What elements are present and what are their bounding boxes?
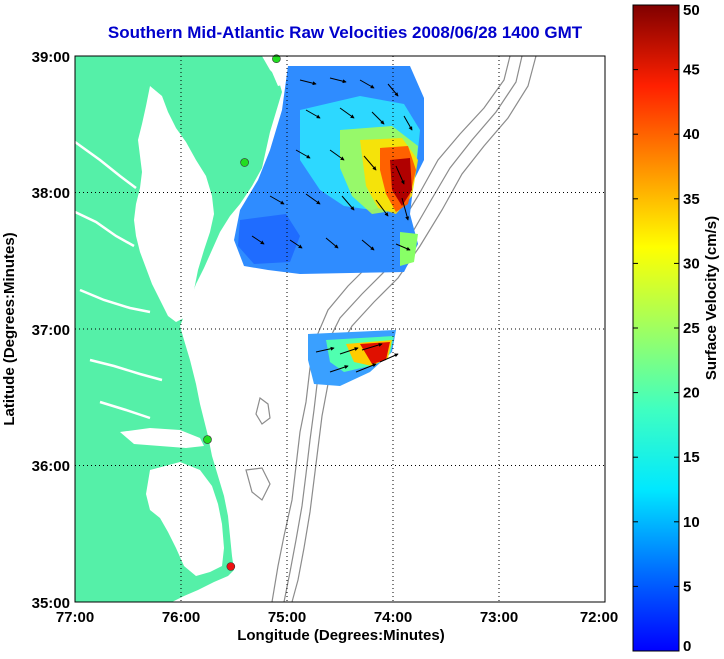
velocity-field-south [308, 330, 399, 386]
x-axis-label: Longitude (Degrees:Minutes) [237, 627, 445, 644]
delaware-bay [262, 56, 300, 86]
y-tick-label: 37:00 [32, 322, 70, 339]
colorbar-label: Surface Velocity (cm/s) [703, 216, 720, 380]
albemarle-sound [120, 428, 204, 448]
colorbar-tick-label: 40 [683, 126, 700, 143]
colorbar-gradient [632, 4, 680, 652]
station-marker [226, 562, 236, 571]
chart-title: Southern Mid-Atlantic Raw Velocities 200… [108, 23, 583, 42]
rivers [75, 140, 163, 420]
y-tick-label: 38:00 [32, 185, 70, 202]
x-tick-label: 77:00 [56, 609, 94, 626]
y-tick-label: 35:00 [32, 595, 70, 612]
y-axis-label: Latitude (Degrees:Minutes) [1, 232, 18, 425]
stations [203, 54, 281, 571]
x-tick-label: 76:00 [162, 609, 200, 626]
chesapeake-bay [134, 86, 214, 322]
colorbar-tick-label: 5 [683, 578, 691, 595]
pamlico-sound [146, 462, 224, 576]
x-tick-label: 74:00 [374, 609, 412, 626]
y-tick-label: 36:00 [32, 458, 70, 475]
colorbar-tick-label: 30 [683, 255, 700, 272]
barrier-islands [220, 329, 244, 573]
station-marker [240, 158, 249, 167]
colorbar-tick-label: 0 [683, 638, 691, 655]
station-marker [272, 54, 281, 64]
grid-lines [75, 56, 605, 602]
colorbar-tick-label: 35 [683, 191, 700, 208]
colorbar-tick-label: 20 [683, 385, 700, 402]
plot-frame [74, 55, 606, 603]
bathymetry-contours [245, 56, 537, 602]
colorbar-tick-label: 50 [683, 2, 700, 19]
colorbar-tick-label: 15 [683, 449, 700, 466]
colorbar-tick-label: 10 [683, 514, 700, 531]
velocity-field-north [234, 66, 424, 274]
y-tick-label: 39:00 [32, 49, 70, 66]
x-tick-label: 72:00 [580, 609, 618, 626]
colorbar-tick-label: 25 [683, 320, 700, 337]
station-marker [203, 435, 212, 444]
colorbar-tick-label: 45 [683, 62, 700, 79]
land-mass [75, 56, 282, 602]
x-tick-label: 73:00 [480, 609, 518, 626]
x-axis-ticks: 77:00 76:00 75:00 74:00 73:00 72:00 [56, 609, 618, 626]
plot-area [74, 54, 606, 603]
y-axis-ticks: 39:00 38:00 37:00 36:00 35:00 [32, 49, 70, 612]
x-tick-label: 75:00 [268, 609, 306, 626]
